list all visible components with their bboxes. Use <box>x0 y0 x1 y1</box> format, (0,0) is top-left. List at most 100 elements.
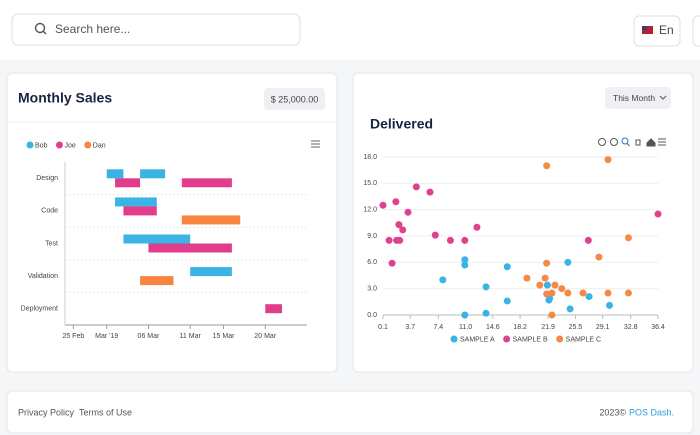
legend-label: SAMPLE A <box>460 336 495 343</box>
scatter-point <box>604 156 612 164</box>
legend-marker <box>556 335 564 343</box>
scatter-point <box>543 281 551 289</box>
range-bar <box>190 267 232 277</box>
scatter-point <box>396 236 404 244</box>
filter-button[interactable] <box>605 87 671 109</box>
scatter-point <box>548 289 556 297</box>
search-placeholder: Search here... <box>55 22 130 36</box>
card-title: Monthly Sales <box>18 90 112 106</box>
range-bar <box>181 178 232 188</box>
scatter-point <box>536 281 544 289</box>
scatter-point <box>426 188 434 196</box>
chevron <box>659 95 667 100</box>
scatter-point <box>523 274 531 282</box>
language-label: En <box>659 23 674 37</box>
scatter-point <box>461 261 469 269</box>
scatter-point <box>624 234 632 242</box>
x-tick-label: 14.6 <box>486 324 500 331</box>
search-icon <box>34 22 46 34</box>
x-tick-label: 20 Mar <box>254 333 276 340</box>
scatter-point <box>399 226 407 234</box>
y-tick-label: Test <box>45 240 58 247</box>
x-tick-label: 29.1 <box>596 324 610 331</box>
y-tick-label: 15.0 <box>363 180 377 187</box>
range-bar <box>123 234 191 244</box>
scatter-point <box>473 223 481 231</box>
range-bar <box>181 215 241 225</box>
filter-text: This Month <box>613 93 655 103</box>
legend-label: Joe <box>64 142 75 149</box>
x-tick-label: Mar '19 <box>95 333 118 340</box>
scatter-point <box>543 290 551 298</box>
scatter-point <box>392 198 400 206</box>
scatter-point <box>431 231 439 239</box>
scatter-point <box>543 162 551 170</box>
scatter-point <box>584 236 592 244</box>
y-tick-label: 0.0 <box>367 312 377 319</box>
y-tick-label: 9.0 <box>367 233 377 240</box>
scatter-point <box>482 283 490 291</box>
legend-marker <box>26 141 34 149</box>
x-tick-label: 0.1 <box>378 324 388 331</box>
x-tick-label: 18.2 <box>513 324 527 331</box>
range-bar <box>106 169 124 179</box>
x-tick-label: 11 Mar <box>180 333 202 340</box>
footer-link[interactable]: Terms of Use <box>79 407 132 417</box>
scatter-point <box>551 281 559 289</box>
legend-marker <box>450 335 458 343</box>
scatter-point <box>395 221 403 229</box>
range-bar <box>115 197 157 207</box>
flag-icon <box>642 26 647 30</box>
legend-marker <box>84 141 92 149</box>
footer <box>6 390 694 434</box>
search-box[interactable] <box>11 13 301 46</box>
x-tick-label: 21.9 <box>541 324 555 331</box>
scatter-point <box>654 210 662 218</box>
x-tick-label: 3.7 <box>405 324 415 331</box>
flag-icon <box>642 26 653 34</box>
y-tick-label: 3.0 <box>367 286 377 293</box>
card <box>352 72 694 373</box>
scatter-point <box>439 276 447 284</box>
legend-label: SAMPLE B <box>513 336 548 343</box>
legend-marker <box>503 335 511 343</box>
scatter-point <box>412 183 420 191</box>
y-tick-label: Code <box>41 208 58 215</box>
footer-link[interactable]: Privacy Policy <box>18 407 75 417</box>
range-bar <box>115 178 141 188</box>
copyright: 2023© <box>599 407 626 417</box>
y-tick-label: Deployment <box>21 306 58 313</box>
y-tick-label: 6.0 <box>367 259 377 266</box>
scatter-point <box>564 289 572 297</box>
menu-icon[interactable] <box>311 140 320 148</box>
y-tick-label: Design <box>36 175 58 182</box>
scatter-point <box>548 311 556 319</box>
brand-link[interactable]: POS Dash. <box>629 407 674 417</box>
range-bar <box>148 243 232 253</box>
y-tick-label: 12.0 <box>363 207 377 214</box>
scatter-point <box>606 301 614 309</box>
badge <box>264 88 325 110</box>
x-tick-label: 15 Mar <box>213 333 235 340</box>
scatter-point <box>541 274 549 282</box>
scatter-point <box>604 289 612 297</box>
scatter-point <box>624 289 632 297</box>
range-bar <box>265 304 282 314</box>
x-tick-label: 11.0 <box>459 324 472 331</box>
language-button[interactable] <box>633 15 681 47</box>
scatter-point <box>482 309 490 317</box>
x-tick-label: 25 Feb <box>62 333 84 340</box>
chart-toolbar[interactable] <box>598 137 667 147</box>
search-icon <box>42 30 47 35</box>
scatter-point <box>461 311 469 319</box>
x-tick-label: 7.4 <box>433 324 443 331</box>
range-bar <box>123 206 157 216</box>
scatter-point <box>385 236 393 244</box>
badge-text: $ 25,000.00 <box>271 94 319 104</box>
header-button[interactable] <box>692 15 700 47</box>
x-tick-label: 06 Mar <box>138 333 160 340</box>
legend-label: Dan <box>93 142 106 149</box>
x-tick-label: 32.8 <box>624 324 638 331</box>
x-tick-label: 36.4 <box>651 324 665 331</box>
